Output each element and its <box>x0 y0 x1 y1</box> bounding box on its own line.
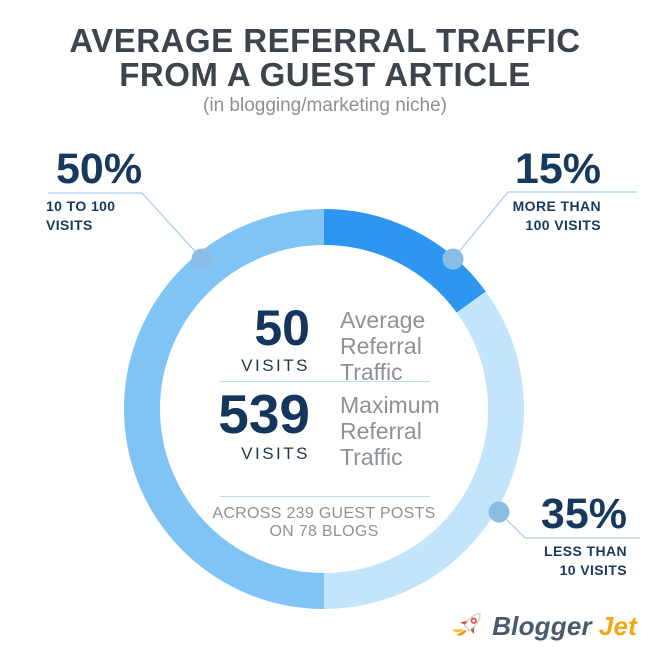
average-visits-unit: VISITS <box>241 356 310 375</box>
donut-segment-50pct <box>124 209 325 609</box>
title-line-1: AVERAGE REFERRAL TRAFFIC <box>69 22 581 59</box>
leader-line-35 <box>498 511 640 539</box>
maximum-visits-value: 539 <box>218 383 310 445</box>
callout-10-to-100-visits: 50% 10 TO 100 VISITS <box>46 147 166 235</box>
page-title: AVERAGE REFERRAL TRAFFIC FROM A GUEST AR… <box>0 24 650 92</box>
maximum-visits-unit: VISITS <box>241 444 310 463</box>
leader-line-15 <box>452 191 637 260</box>
donut-segment-15pct <box>323 209 486 313</box>
callout-15-label: MORE THAN 100 VISITS <box>512 198 601 233</box>
sample-size-footnote: ACROSS 239 GUEST POSTS ON 78 BLOGS <box>212 505 436 540</box>
brand-name-blogger: Blogger <box>492 610 592 641</box>
connector-dot-50 <box>191 248 213 270</box>
maximum-visits-label: Maximum Referral Traffic <box>340 392 440 470</box>
rocket-flame <box>456 629 467 636</box>
callout-50-percent: 50% <box>56 145 143 193</box>
title-line-2: FROM A GUEST ARTICLE <box>119 56 531 93</box>
center-divider-top <box>220 381 430 382</box>
page-subtitle: (in blogging/marketing niche) <box>203 95 447 116</box>
callout-15-percent: 15% <box>514 145 601 193</box>
callout-more-than-100-visits: 15% MORE THAN 100 VISITS <box>471 147 601 235</box>
callout-35-percent: 35% <box>540 490 627 538</box>
connector-dot-15 <box>442 248 464 270</box>
average-visits-stat: 50 VISITS <box>150 302 310 376</box>
donut-segment-35pct <box>323 291 524 609</box>
callout-35-label: LESS THAN 10 VISITS <box>544 543 627 578</box>
rocket-window <box>470 617 478 624</box>
maximum-visits-stat: 539 VISITS <box>150 386 310 464</box>
bloggerjet-logo: Blogger Jet <box>451 605 637 647</box>
rocket-icon <box>452 613 481 636</box>
brand-name-jet: Jet <box>598 610 637 641</box>
center-divider-bottom <box>220 496 430 497</box>
rocket-flame-2 <box>452 628 464 633</box>
connector-dot-35 <box>488 501 510 523</box>
average-visits-value: 50 <box>254 300 310 356</box>
leader-line-50 <box>48 192 203 260</box>
callout-less-than-10-visits: 35% LESS THAN 10 VISITS <box>497 492 627 580</box>
callout-50-label: 10 TO 100 VISITS <box>46 198 116 233</box>
average-visits-label: Average Referral Traffic <box>340 307 426 385</box>
